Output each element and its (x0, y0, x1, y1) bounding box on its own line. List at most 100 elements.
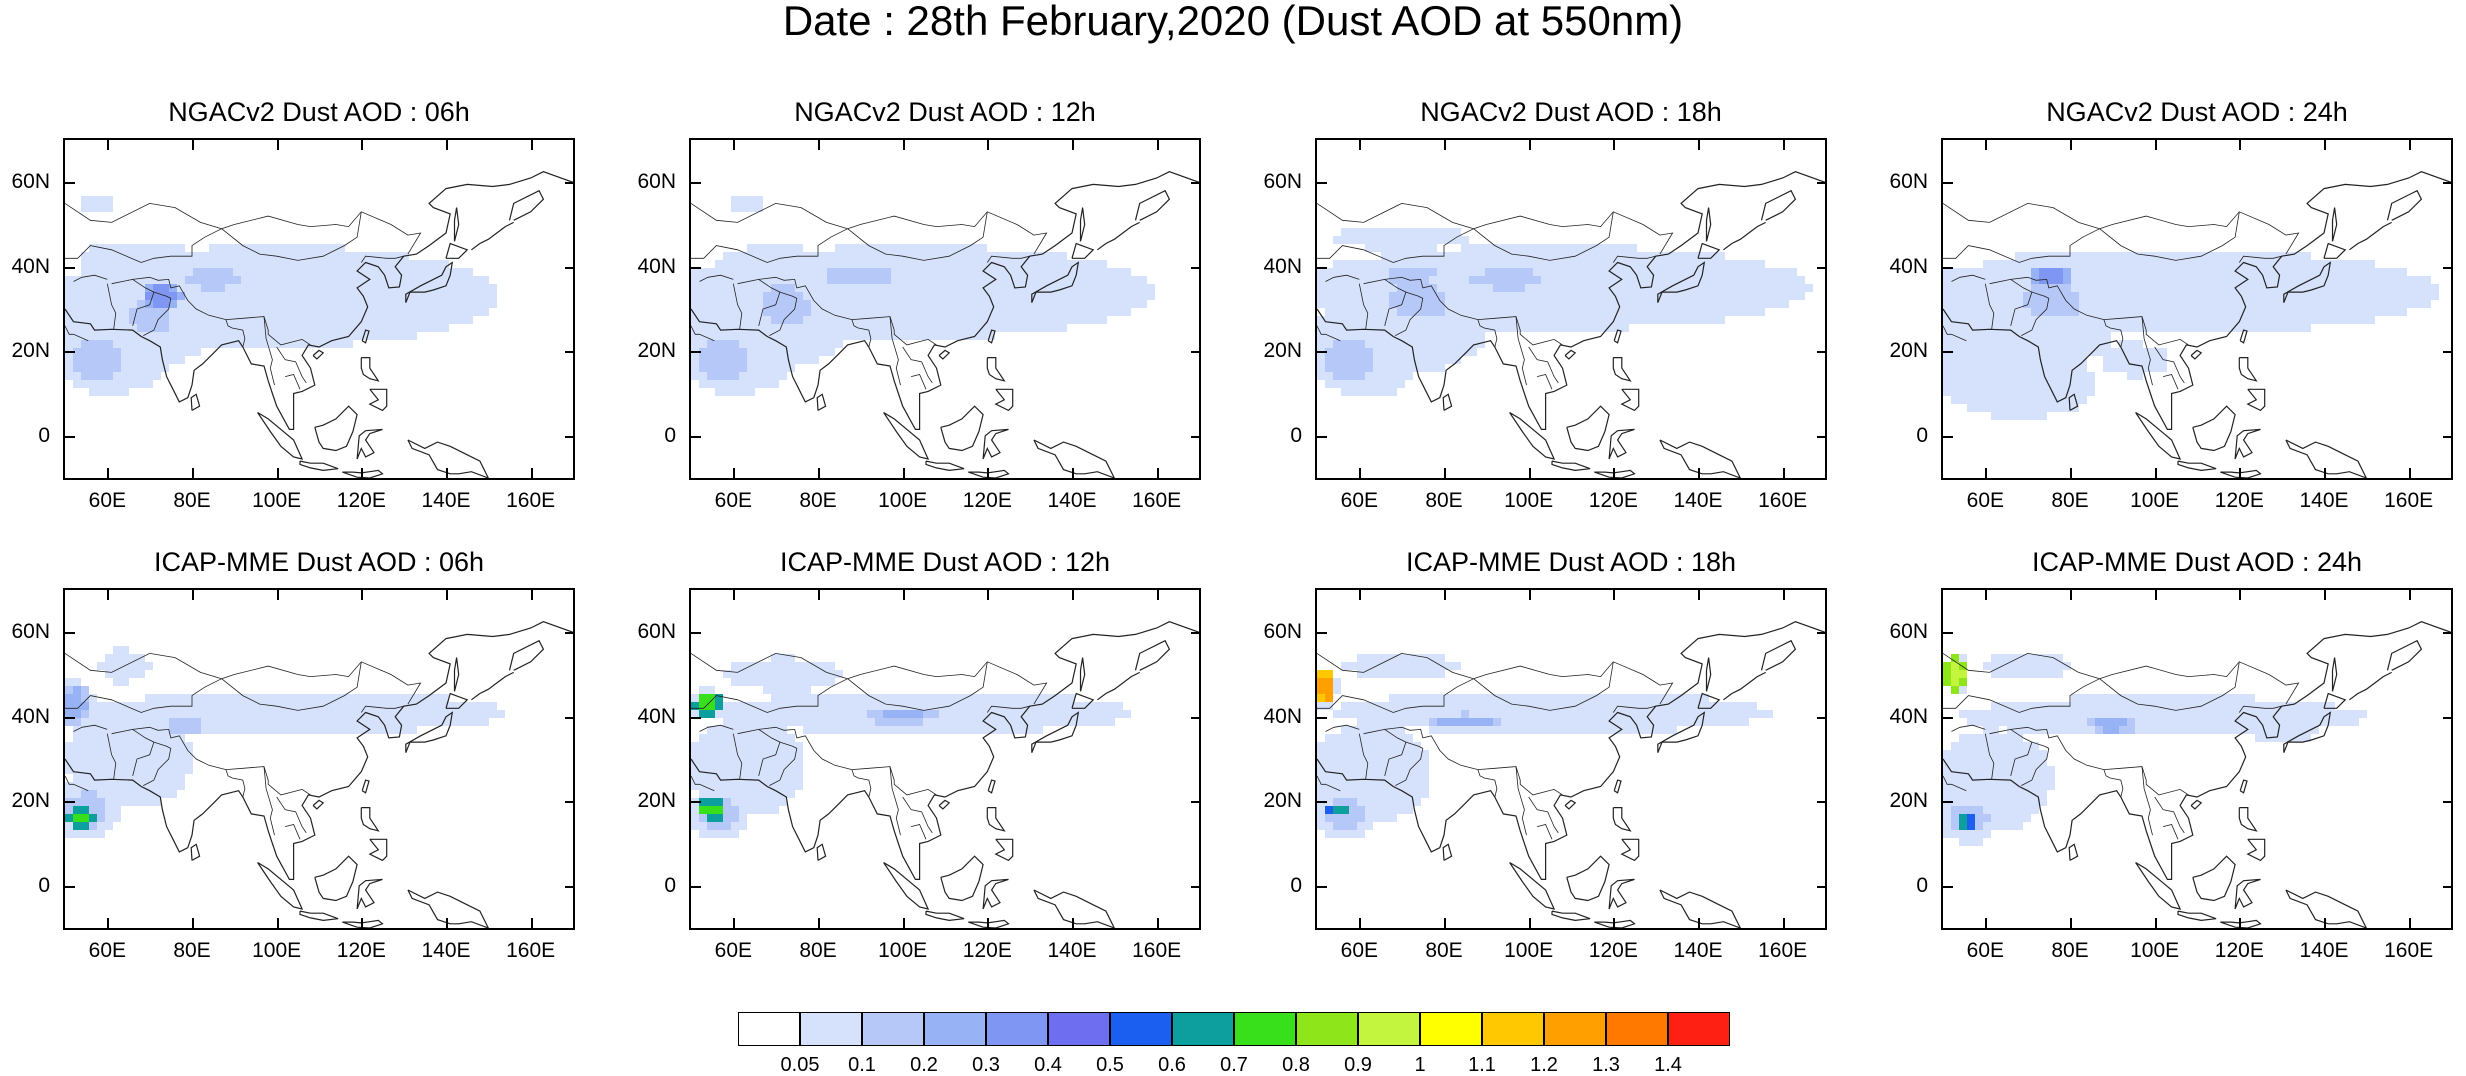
aod-cell (297, 268, 305, 276)
aod-cell (1967, 742, 1975, 750)
aod-cell (691, 340, 699, 348)
aod-cell (891, 324, 899, 332)
aod-cell (89, 292, 97, 300)
aod-cell (73, 324, 81, 332)
aod-cell (1389, 356, 1397, 364)
aod-cell (2079, 702, 2087, 710)
aod-cell (803, 678, 811, 686)
aod-cell (811, 316, 819, 324)
aod-cell (1517, 292, 1525, 300)
aod-cell (1389, 268, 1397, 276)
aod-cell (1741, 308, 1749, 316)
aod-cell (2079, 348, 2087, 356)
aod-cell (1003, 726, 1011, 734)
aod-cell (1741, 284, 1749, 292)
lat-tick (1817, 436, 1827, 438)
aod-cell (971, 718, 979, 726)
aod-cell (2111, 308, 2119, 316)
aod-cell (691, 268, 699, 276)
aod-cell (771, 694, 779, 702)
aod-cell (923, 308, 931, 316)
aod-cell (1365, 340, 1373, 348)
coastline (357, 879, 382, 909)
aod-cell (121, 268, 129, 276)
coastline (1443, 844, 1451, 860)
aod-cell (113, 782, 121, 790)
aod-cell (931, 284, 939, 292)
aod-cell (1565, 252, 1573, 260)
aod-cell (1373, 766, 1381, 774)
coastline (1510, 863, 1555, 910)
aod-cell (1373, 654, 1381, 662)
aod-cell (699, 750, 707, 758)
aod-cell (2047, 404, 2055, 412)
aod-cell (281, 694, 289, 702)
aod-cell (129, 718, 137, 726)
aod-cell (1757, 284, 1765, 292)
map-frame (689, 588, 1201, 930)
aod-cell (2047, 364, 2055, 372)
aod-cell (955, 252, 963, 260)
aod-cell (1437, 710, 1445, 718)
aod-cell (81, 806, 89, 814)
aod-cell (1959, 324, 1967, 332)
aod-cell (867, 710, 875, 718)
aod-cell (105, 268, 113, 276)
aod-cell (739, 268, 747, 276)
aod-cell (763, 670, 771, 678)
aod-cell (2151, 284, 2159, 292)
aod-cell (1685, 316, 1693, 324)
aod-cell (1983, 790, 1991, 798)
aod-cell (1597, 260, 1605, 268)
aod-cell (121, 356, 129, 364)
aod-cell (1765, 276, 1773, 284)
aod-cell (441, 308, 449, 316)
coastline (1614, 330, 1621, 343)
aod-cell (803, 356, 811, 364)
aod-cell (353, 332, 361, 340)
aod-cell (723, 356, 731, 364)
aod-cell (265, 718, 273, 726)
aod-cell (1325, 340, 1333, 348)
aod-cell (843, 244, 851, 252)
aod-cell (707, 308, 715, 316)
aod-cell (1341, 276, 1349, 284)
lat-tick (565, 267, 575, 269)
aod-cell (2231, 276, 2239, 284)
coastline (1707, 658, 1711, 692)
aod-cell (1413, 750, 1421, 758)
aod-cell (1349, 790, 1357, 798)
aod-cell (1693, 260, 1701, 268)
aod-cell (899, 276, 907, 284)
aod-cell (1333, 300, 1341, 308)
aod-cell (851, 260, 859, 268)
aod-cell (771, 670, 779, 678)
aod-cell (281, 300, 289, 308)
aod-cell (963, 292, 971, 300)
aod-cell (441, 324, 449, 332)
aod-cell (1139, 284, 1147, 292)
aod-cell (899, 300, 907, 308)
aod-cell (1533, 308, 1541, 316)
aod-cell (1493, 702, 1501, 710)
aod-cell (273, 316, 281, 324)
aod-cell (1589, 300, 1597, 308)
aod-cell (1959, 268, 1967, 276)
lon-tick-label: 160E (2369, 490, 2449, 512)
aod-cell (1533, 284, 1541, 292)
aod-cell (137, 790, 145, 798)
aod-cell (177, 766, 185, 774)
aod-cell (1549, 284, 1557, 292)
aod-cell (2279, 300, 2287, 308)
aod-cell (1381, 268, 1389, 276)
aod-cell (1637, 316, 1645, 324)
aod-cell (1549, 316, 1557, 324)
aod-cell (2071, 694, 2079, 702)
aod-cell (1003, 252, 1011, 260)
aod-cell (313, 332, 321, 340)
aod-cell (369, 702, 377, 710)
aod-cell (1357, 388, 1365, 396)
aod-cell (1493, 726, 1501, 734)
aod-cell (2295, 292, 2303, 300)
aod-cell (449, 316, 457, 324)
